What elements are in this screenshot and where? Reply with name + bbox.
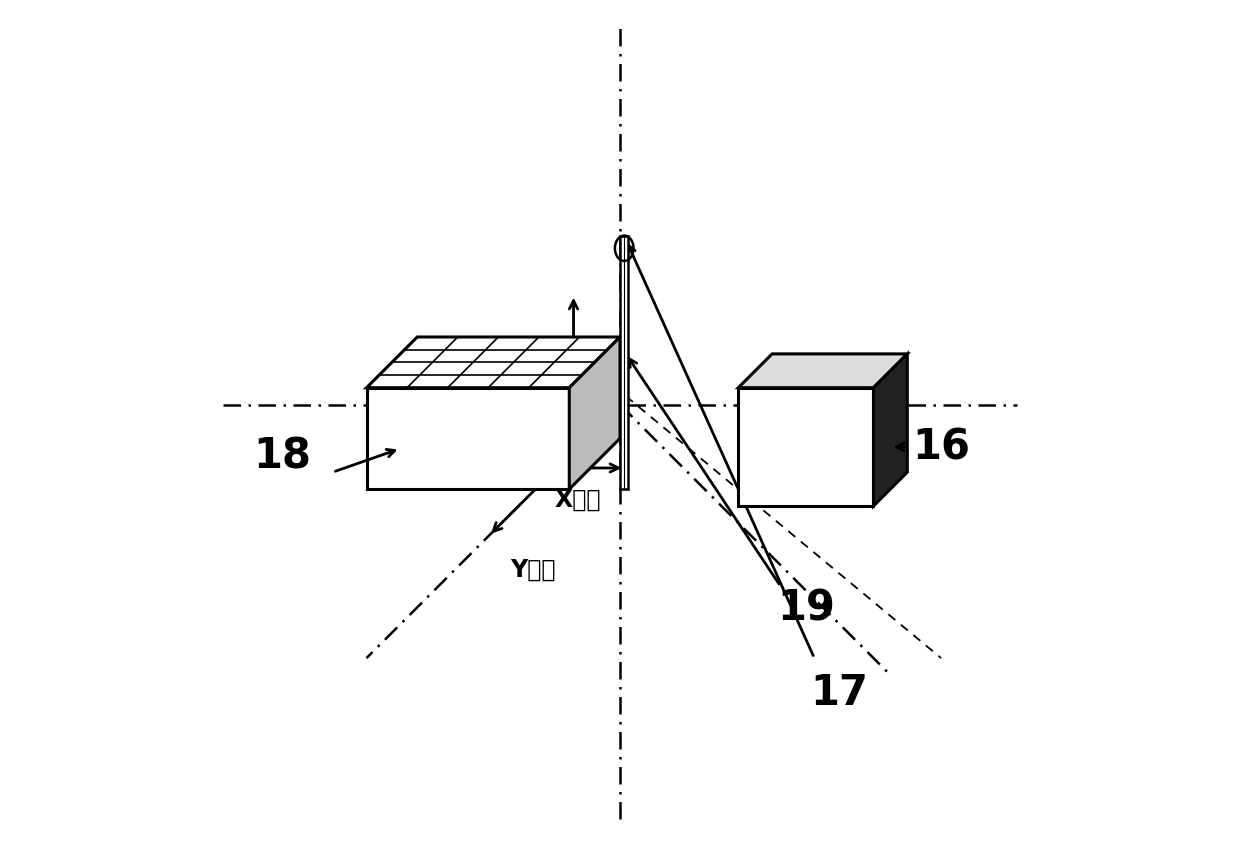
Polygon shape	[569, 338, 620, 490]
Polygon shape	[367, 388, 569, 490]
Text: 17: 17	[811, 671, 869, 713]
Polygon shape	[873, 354, 908, 506]
Text: Y方向: Y方向	[510, 557, 556, 581]
Polygon shape	[738, 354, 908, 388]
Polygon shape	[367, 338, 620, 388]
Text: 18: 18	[253, 435, 311, 477]
Polygon shape	[738, 388, 873, 506]
Text: X方向: X方向	[554, 487, 601, 511]
Text: 16: 16	[913, 426, 970, 468]
Text: 19: 19	[777, 587, 835, 629]
Text: Z方向: Z方向	[525, 347, 569, 371]
Bar	[620, 236, 629, 490]
